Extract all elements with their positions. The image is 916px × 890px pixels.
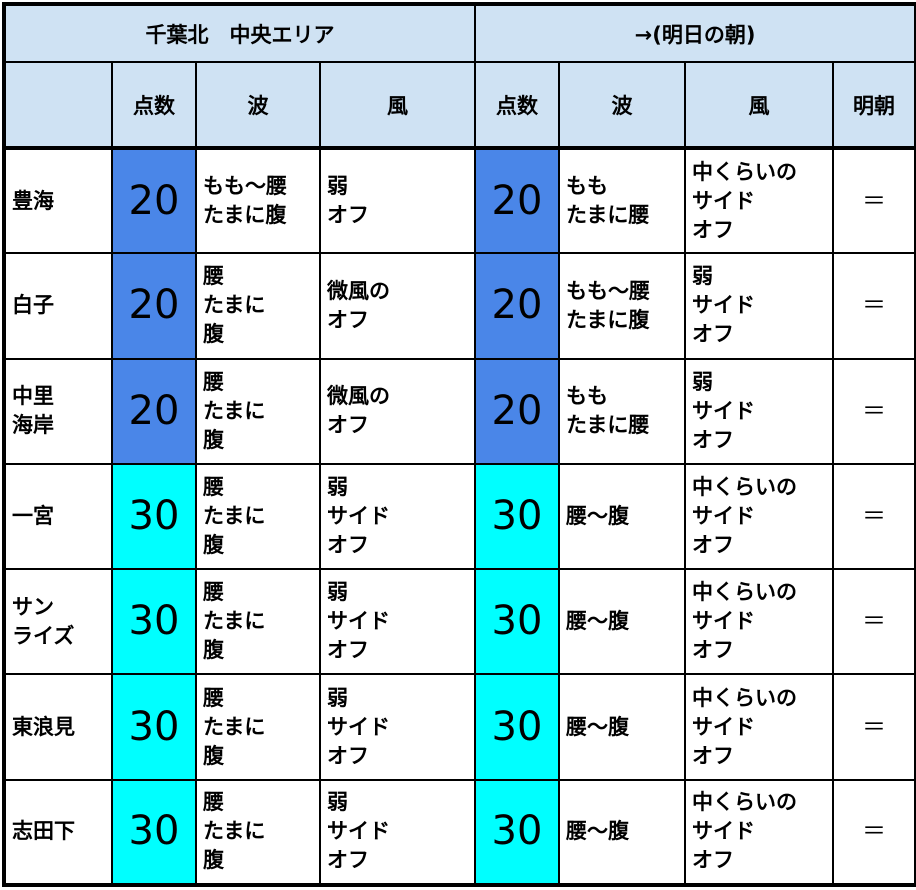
- wave-cell: 腰 たまに 腹: [195, 357, 321, 465]
- wave-cell: 腰 たまに 腹: [195, 673, 321, 781]
- wave-cell: もも～腰 たまに腹: [195, 146, 321, 255]
- tomorrow-morning-header: 明朝: [831, 61, 916, 150]
- spot-name: 中里 海岸: [3, 357, 113, 465]
- spot-name: 志田下: [3, 778, 113, 887]
- wave-cell: 腰 たまに 腹: [195, 568, 321, 676]
- tomorrow-wave-cell: もも～腰 たまに腹: [558, 252, 686, 360]
- wind-cell: 弱 サイド オフ: [319, 568, 476, 676]
- spot-header: [3, 61, 113, 150]
- spot-name: サン ライズ: [3, 568, 113, 676]
- tomorrow-wind-cell: 中くらいの サイド オフ: [684, 778, 834, 887]
- tomorrow-wave-cell: 腰～腹: [558, 673, 686, 781]
- trend-cell: ＝: [831, 673, 916, 781]
- wave-cell: 腰 たまに 腹: [195, 252, 321, 360]
- spot-name: 白子: [3, 252, 113, 360]
- tomorrow-wind-cell: 中くらいの サイド オフ: [684, 462, 834, 571]
- score-cell: 30: [111, 778, 197, 887]
- table-row: 志田下 30 腰 たまに 腹弱 サイド オフ 30 腰～腹 中くらいの サイド オフ＝: [3, 778, 916, 887]
- wind-cell: 弱 サイド オフ: [319, 673, 476, 781]
- tomorrow-score-cell: 30: [474, 568, 560, 676]
- wind-cell: 弱 サイド オフ: [319, 778, 476, 887]
- wave-header: 波: [195, 61, 321, 150]
- table-row: サン ライズ 30 腰 たまに 腹弱 サイド オフ 30 腰～腹 中くらいの サイド オフ…: [3, 568, 916, 676]
- tomorrow-wave-cell: もも たまに腰: [558, 357, 686, 465]
- tomorrow-wind-cell: 弱 サイド オフ: [684, 357, 834, 465]
- tomorrow-wave-cell: もも たまに腰: [558, 146, 686, 255]
- wave-cell: 腰 たまに 腹: [195, 778, 321, 887]
- tomorrow-score-cell: 20: [474, 357, 560, 465]
- wind-cell: 弱 オフ: [319, 146, 476, 255]
- trend-cell: ＝: [831, 462, 916, 571]
- wind-cell: 弱 サイド オフ: [319, 462, 476, 571]
- tomorrow-wave-header: 波: [558, 61, 686, 150]
- score-cell: 20: [111, 357, 197, 465]
- wind-cell: 微風の オフ: [319, 357, 476, 465]
- tomorrow-wind-cell: 中くらいの サイド オフ: [684, 146, 834, 255]
- tomorrow-wind-header: 風: [684, 61, 834, 150]
- tomorrow-header: →(明日の朝): [473, 3, 916, 63]
- table-row: 白子 20 腰 たまに 腹微風の オフ 20 もも～腰 たまに腹弱 サイド オフ＝: [3, 252, 916, 360]
- wind-header: 風: [319, 61, 476, 150]
- trend-cell: ＝: [831, 252, 916, 360]
- tomorrow-wind-cell: 中くらいの サイド オフ: [684, 568, 834, 676]
- wind-cell: 微風の オフ: [319, 252, 476, 360]
- spot-name: 豊海: [3, 146, 113, 255]
- table-row: 一宮 30 腰 たまに 腹弱 サイド オフ 30 腰～腹 中くらいの サイド オフ＝: [3, 462, 916, 571]
- spot-name: 東浪見: [3, 673, 113, 781]
- tomorrow-score-cell: 30: [474, 778, 560, 887]
- table-row: 東浪見 30 腰 たまに 腹弱 サイド オフ 30 腰～腹 中くらいの サイド オフ＝: [3, 673, 916, 781]
- tomorrow-score-cell: 30: [474, 462, 560, 571]
- score-cell: 30: [111, 673, 197, 781]
- spot-name: 一宮: [3, 462, 113, 571]
- tomorrow-wave-cell: 腰～腹: [558, 462, 686, 571]
- tomorrow-score-cell: 20: [474, 252, 560, 360]
- trend-cell: ＝: [831, 568, 916, 676]
- score-header: 点数: [111, 61, 197, 150]
- tomorrow-score-cell: 30: [474, 673, 560, 781]
- score-cell: 30: [111, 568, 197, 676]
- trend-cell: ＝: [831, 146, 916, 255]
- tomorrow-wave-cell: 腰～腹: [558, 568, 686, 676]
- table-row: 中里 海岸 20 腰 たまに 腹微風の オフ 20 もも たまに腰弱 サイド オフ＝: [3, 357, 916, 465]
- tomorrow-score-cell: 20: [474, 146, 560, 255]
- tomorrow-wave-cell: 腰～腹: [558, 778, 686, 887]
- tomorrow-wind-cell: 中くらいの サイド オフ: [684, 673, 834, 781]
- tomorrow-wind-cell: 弱 サイド オフ: [684, 252, 834, 360]
- trend-cell: ＝: [831, 357, 916, 465]
- wave-cell: 腰 たまに 腹: [195, 462, 321, 571]
- table-row: 豊海 20 もも～腰 たまに腹弱 オフ 20 もも たまに腰 中くらいの サイド オフ＝: [3, 146, 916, 255]
- trend-cell: ＝: [831, 778, 916, 887]
- score-cell: 20: [111, 252, 197, 360]
- score-cell: 30: [111, 462, 197, 571]
- score-cell: 20: [111, 146, 197, 255]
- today-area-header: 千葉北 中央エリア: [3, 3, 476, 63]
- tomorrow-score-header: 点数: [474, 61, 560, 150]
